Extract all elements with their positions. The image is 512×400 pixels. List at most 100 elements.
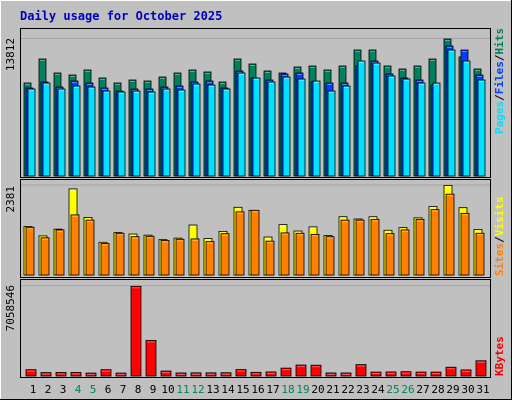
day-label-10: 10: [161, 383, 174, 396]
legend-hits-files-pages: Pages/Files/Hits: [493, 28, 506, 134]
day-label-9: 9: [150, 383, 157, 396]
pages-bar-day-27: [417, 82, 426, 177]
sites-bar-day-30: [460, 212, 470, 276]
kbytes-bar-day-13: [205, 372, 217, 377]
hits-y-label: 13812: [4, 38, 17, 71]
day-label-20: 20: [311, 383, 324, 396]
day-label-17: 17: [266, 383, 279, 396]
kbytes-bar-day-7: [115, 372, 127, 377]
sites-bar-day-21: [325, 236, 335, 276]
day-labels: 1 2 3 4 5 6 7 8 9 10 11 12 13 14 15 16 17 18 19 20 21 22 23 24 2…: [30, 383, 490, 396]
day-label-22: 22: [341, 383, 354, 396]
kbytes-bar-day-15: [235, 369, 247, 377]
pages-bar-day-17: [267, 81, 276, 177]
sites-bar-day-10: [160, 240, 170, 276]
kbytes-bar-day-29: [445, 366, 457, 377]
sites-bar-day-22: [340, 219, 350, 276]
day-label-27: 27: [416, 383, 429, 396]
sites-bar-day-31: [475, 232, 485, 276]
legend-pages: Pages: [493, 101, 506, 134]
pages-bar-day-2: [42, 82, 51, 177]
pages-bar-day-16: [252, 77, 261, 177]
pages-bar-day-9: [147, 91, 156, 177]
kbytes-bar-day-19: [295, 364, 307, 377]
sites-bar-day-11: [175, 238, 185, 276]
pages-bar-day-21: [327, 90, 336, 177]
day-label-24: 24: [371, 383, 385, 396]
sites-bar-day-27: [415, 218, 425, 276]
kbytes-bar-day-25: [385, 371, 397, 377]
kbytes-bar-day-18: [280, 367, 292, 377]
sites-bar-day-8: [130, 236, 140, 276]
day-label-3: 3: [60, 383, 67, 396]
pages-bar-day-19: [297, 78, 306, 177]
pages-bar-day-14: [222, 88, 231, 177]
kbytes-bar-day-27: [415, 371, 427, 377]
kbytes-bar-day-6: [100, 369, 112, 377]
pages-bar-day-18: [282, 76, 291, 177]
pages-bar-day-13: [207, 84, 216, 177]
legend-visits: Visits: [493, 197, 506, 237]
sites-bar-day-29: [445, 193, 455, 276]
kbytes-bar-day-10: [160, 370, 172, 377]
sites-bar-day-16: [250, 209, 260, 276]
pages-bar-day-15: [237, 72, 246, 177]
pages-bar-day-22: [342, 85, 351, 177]
kbytes-bar-day-24: [370, 371, 382, 377]
day-label-1: 1: [30, 383, 37, 396]
day-label-8: 8: [135, 383, 142, 396]
day-label-25: 25: [386, 383, 399, 396]
kbytes-bar-day-30: [460, 369, 472, 377]
legend-kbytes: KBytes: [493, 336, 506, 376]
kbytes-bar-day-22: [340, 372, 352, 377]
sites-bar-day-1: [25, 226, 35, 276]
sites-bar-day-5: [85, 219, 95, 276]
legend-hits: Hits: [493, 28, 506, 55]
pages-bar-day-5: [87, 86, 96, 177]
kbytes-bar-day-2: [40, 372, 52, 377]
kbytes-bar-day-5: [85, 372, 97, 377]
day-label-19: 19: [296, 383, 309, 396]
sites-bar-day-15: [235, 211, 245, 276]
kbytes-bar-day-16: [250, 371, 262, 377]
bars-layer: [21, 38, 490, 377]
day-label-2: 2: [45, 383, 52, 396]
sites-bar-day-13: [205, 241, 215, 276]
legend-files: Files: [493, 61, 506, 94]
pages-bar-day-7: [117, 91, 126, 177]
sites-bar-day-2: [40, 237, 50, 276]
kbytes-bar-day-12: [190, 372, 202, 377]
legend-separator-1: /: [493, 94, 506, 101]
day-label-15: 15: [236, 383, 249, 396]
day-label-5: 5: [90, 383, 97, 396]
sites-bar-day-3: [55, 229, 65, 276]
pages-bar-day-20: [312, 80, 321, 177]
day-label-28: 28: [431, 383, 444, 396]
visits-y-label: 2381: [4, 186, 17, 213]
sites-bar-day-24: [370, 218, 380, 276]
day-label-21: 21: [326, 383, 339, 396]
day-label-16: 16: [251, 383, 264, 396]
day-label-26: 26: [401, 383, 414, 396]
panel-kbytes-frame: [20, 279, 491, 378]
kbytes-bar-day-26: [400, 371, 412, 377]
legend-separator-2: /: [493, 54, 506, 61]
pages-bar-day-23: [357, 60, 366, 177]
legend-visits-sites: Sites/Visits: [493, 197, 506, 277]
kbytes-bar-day-20: [310, 364, 322, 377]
day-label-18: 18: [281, 383, 294, 396]
kbytes-bar-day-21: [325, 372, 337, 377]
pages-bar-day-24: [372, 62, 381, 177]
pages-bar-day-8: [132, 90, 141, 177]
kbytes-bar-day-23: [355, 364, 367, 377]
sites-bar-day-20: [310, 233, 320, 276]
kbytes-y-label: 7058546: [4, 285, 17, 331]
pages-bar-day-1: [27, 88, 36, 177]
kbytes-bar-day-3: [55, 372, 67, 377]
pages-bar-day-10: [162, 88, 171, 177]
pages-bar-day-12: [192, 83, 201, 177]
day-label-23: 23: [356, 383, 369, 396]
sites-bar-day-26: [400, 229, 410, 276]
sites-bar-day-25: [385, 233, 395, 276]
